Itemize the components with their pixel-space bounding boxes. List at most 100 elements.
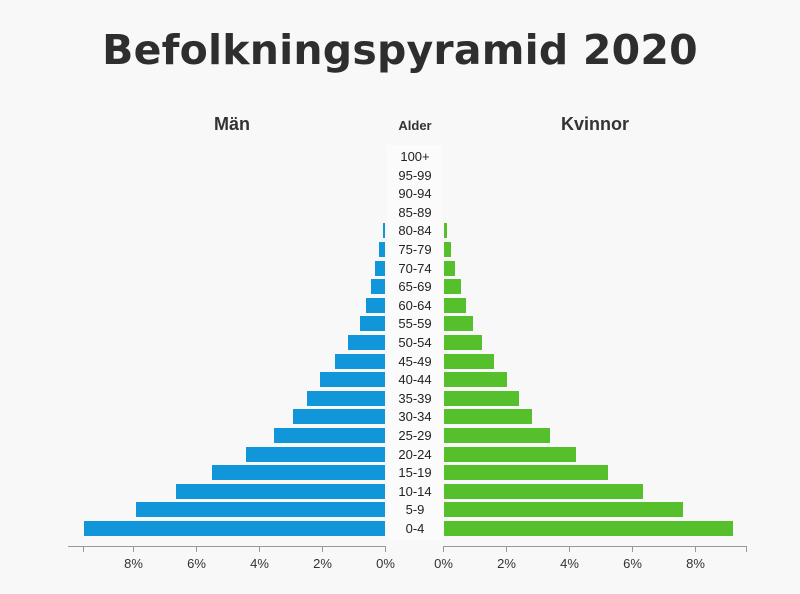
- women-bar[interactable]: [443, 428, 550, 443]
- men-bar[interactable]: [136, 502, 385, 518]
- age-label: 10-14: [398, 483, 432, 499]
- age-label: 20-24: [398, 446, 432, 462]
- men-tick-label: 2%: [313, 556, 332, 571]
- women-bar[interactable]: [443, 279, 462, 295]
- axis-tick: [695, 546, 696, 552]
- age-label: 75-79: [398, 242, 432, 257]
- women-header: Kvinnor: [560, 114, 630, 134]
- pyramid-row: 30-34: [0, 408, 800, 426]
- pyramid-row: 65-69: [0, 278, 800, 296]
- men-bar[interactable]: [320, 372, 385, 388]
- men-tick-label: 6%: [187, 556, 206, 571]
- pyramid-row: 80-84: [0, 222, 800, 240]
- men-bar[interactable]: [306, 390, 385, 406]
- women-bar[interactable]: [443, 260, 456, 276]
- age-label: 40-44: [398, 372, 432, 388]
- men-tick-label: 8%: [124, 556, 143, 571]
- men-x-axis: [68, 546, 385, 547]
- axis-tick: [569, 546, 570, 552]
- men-bar[interactable]: [246, 446, 385, 462]
- men-bar[interactable]: [383, 223, 385, 239]
- pyramid-row: 15-19: [0, 464, 800, 482]
- age-label: 85-89: [398, 204, 432, 220]
- women-bar[interactable]: [443, 483, 643, 499]
- women-tick-label: 2%: [497, 556, 516, 571]
- pyramid-row: 25-29: [0, 427, 800, 445]
- men-bar[interactable]: [274, 428, 385, 443]
- pyramid-row: 50-54: [0, 334, 800, 352]
- pyramid-row: 10-14: [0, 483, 800, 501]
- age-label: 0-4: [405, 521, 425, 536]
- age-label-column: [387, 145, 442, 540]
- women-bar[interactable]: [443, 316, 474, 332]
- axis-tick: [322, 546, 323, 552]
- women-bar[interactable]: [443, 465, 608, 481]
- age-label: 65-69: [398, 279, 432, 295]
- axis-tick: [746, 546, 747, 552]
- women-x-axis: [443, 546, 746, 547]
- age-label: 45-49: [398, 353, 432, 369]
- axis-tick: [196, 546, 197, 552]
- women-tick-label: 6%: [623, 556, 642, 571]
- men-bar[interactable]: [379, 242, 385, 257]
- axis-tick: [632, 546, 633, 552]
- men-bar[interactable]: [83, 521, 385, 536]
- axis-tick: [83, 546, 84, 552]
- women-tick-label: 4%: [560, 556, 579, 571]
- men-bar[interactable]: [371, 279, 385, 295]
- pyramid-row: 100+: [0, 148, 800, 166]
- men-bar[interactable]: [334, 353, 385, 369]
- pyramid-row: 5-9: [0, 501, 800, 519]
- pyramid-row: 75-79: [0, 241, 800, 259]
- pyramid-row: 40-44: [0, 371, 800, 389]
- men-bar[interactable]: [360, 316, 385, 332]
- axis-tick: [259, 546, 260, 552]
- age-label: 5-9: [405, 502, 425, 518]
- men-header: Män: [214, 114, 250, 134]
- men-bar[interactable]: [212, 465, 385, 481]
- age-label: 50-54: [398, 335, 432, 350]
- age-label: 95-99: [398, 167, 432, 183]
- axis-tick: [506, 546, 507, 552]
- women-tick-label: 0%: [434, 556, 453, 571]
- men-bar[interactable]: [293, 409, 385, 425]
- age-label: 30-34: [398, 409, 432, 425]
- axis-tick: [385, 546, 386, 552]
- axis-tick: [133, 546, 134, 552]
- men-bar[interactable]: [176, 483, 385, 499]
- pyramid-row: 85-89: [0, 204, 800, 222]
- women-bar[interactable]: [443, 353, 494, 369]
- women-bar[interactable]: [443, 297, 467, 313]
- men-bar[interactable]: [366, 297, 385, 313]
- women-bar[interactable]: [443, 446, 576, 462]
- women-bar[interactable]: [443, 521, 733, 536]
- women-bar[interactable]: [443, 409, 532, 425]
- chart-title: Befolkningspyramid 2020: [102, 26, 698, 74]
- pyramid-row: 60-64: [0, 297, 800, 315]
- pyramid-row: 35-39: [0, 390, 800, 408]
- age-label: 25-29: [398, 428, 432, 443]
- women-bar[interactable]: [443, 223, 447, 239]
- age-label: 70-74: [398, 260, 432, 276]
- men-tick-label: 0%: [376, 556, 395, 571]
- men-bar[interactable]: [348, 335, 385, 350]
- pyramid-row: 90-94: [0, 185, 800, 203]
- pyramid-row: 95-99: [0, 167, 800, 185]
- age-label: 15-19: [398, 465, 432, 481]
- women-bar[interactable]: [443, 390, 520, 406]
- men-bar[interactable]: [374, 260, 385, 276]
- axis-tick: [443, 546, 444, 552]
- age-label: 35-39: [398, 390, 432, 406]
- women-tick-label: 8%: [686, 556, 705, 571]
- age-label: 60-64: [398, 297, 432, 313]
- women-bar[interactable]: [443, 372, 508, 388]
- pyramid-row: 20-24: [0, 446, 800, 464]
- pyramid-row: 45-49: [0, 353, 800, 371]
- age-label: 100+: [400, 149, 430, 164]
- women-bar[interactable]: [443, 502, 683, 518]
- women-bar[interactable]: [443, 335, 482, 350]
- men-tick-label: 4%: [250, 556, 269, 571]
- women-bar[interactable]: [443, 242, 452, 257]
- pyramid-row: 55-59: [0, 315, 800, 333]
- pyramid-row: 0-4: [0, 520, 800, 538]
